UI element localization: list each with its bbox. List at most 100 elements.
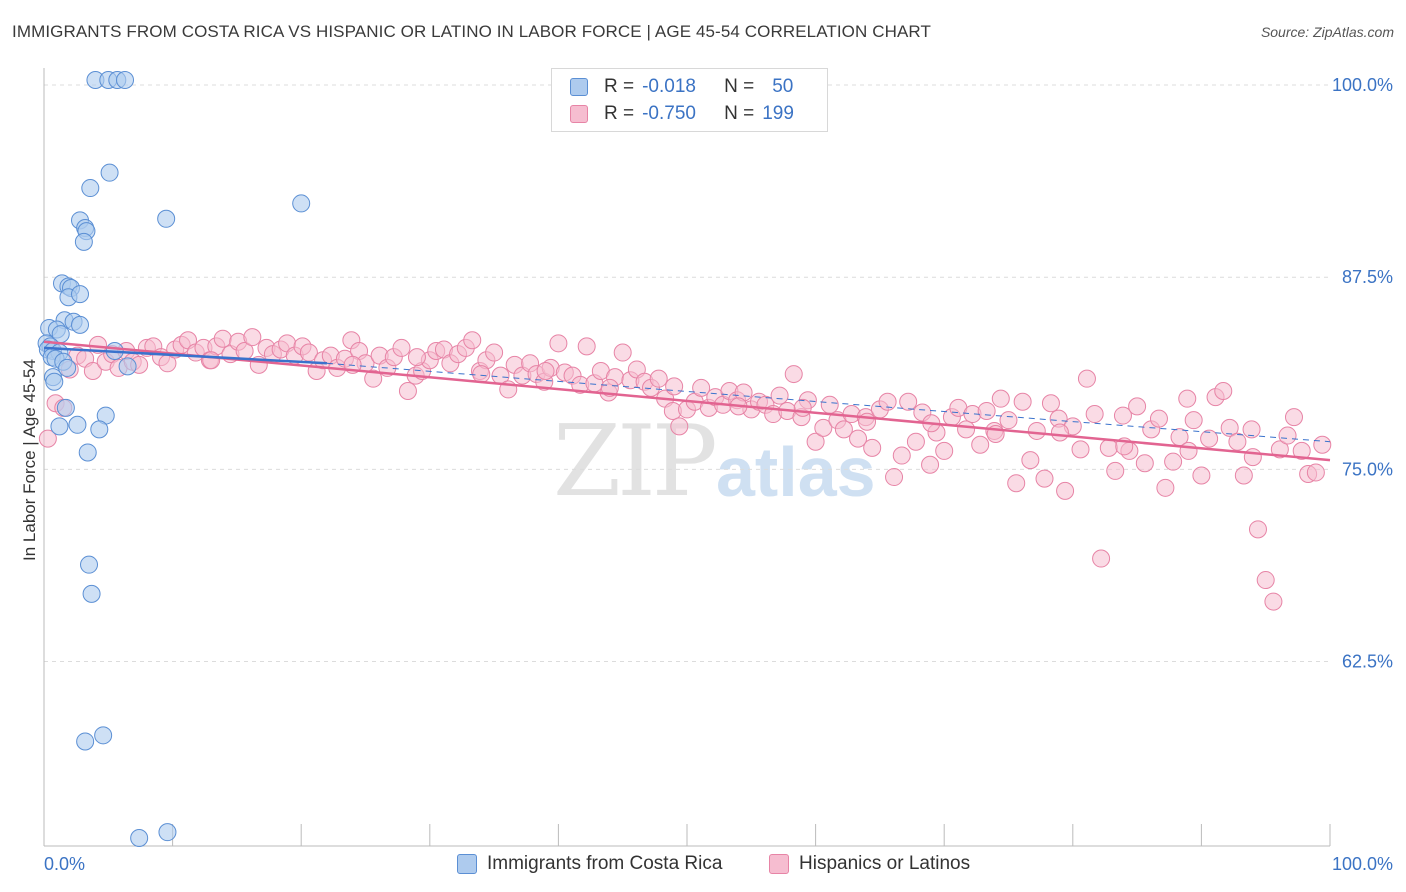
- hispanic-point: [906, 432, 925, 451]
- hispanic-point: [1256, 571, 1275, 590]
- hispanic-point: [299, 343, 318, 362]
- costa-rica-point: [71, 315, 90, 334]
- hispanic-point: [892, 446, 911, 465]
- hispanic-point: [1284, 408, 1303, 427]
- hispanic-point: [834, 420, 853, 439]
- legend-swatch-pink: [570, 105, 588, 123]
- hispanic-point: [1179, 441, 1198, 460]
- bottom-swatch-blue: [457, 854, 477, 874]
- hispanic-point: [1135, 454, 1154, 473]
- hispanic-point: [1056, 481, 1075, 500]
- costa-rica-point: [81, 179, 100, 198]
- legend-n-value: 50: [772, 76, 794, 97]
- bottom-legend-hispanic: Hispanics or Latinos: [769, 852, 970, 876]
- hispanic-point: [398, 381, 417, 400]
- legend-r-label: R =: [604, 103, 635, 124]
- legend-swatch-blue: [570, 78, 588, 96]
- bottom-legend-label: Immigrants from Costa Rica: [487, 853, 723, 874]
- hispanic-point: [1278, 426, 1297, 445]
- hispanic-point: [849, 429, 868, 448]
- hispanic-point: [899, 392, 918, 411]
- hispanic-point: [935, 441, 954, 460]
- hispanic-point: [549, 334, 568, 353]
- hispanic-point: [1313, 435, 1332, 454]
- hispanic-point: [692, 378, 711, 397]
- hispanic-point: [1292, 441, 1311, 460]
- legend-n-value: 199: [762, 103, 794, 124]
- y-tick-label: 75.0%: [1342, 459, 1393, 479]
- costa-rica-point: [68, 415, 87, 434]
- hispanic-point: [202, 351, 221, 370]
- legend-n-label: N =: [724, 103, 755, 124]
- hispanic-point: [1200, 429, 1219, 448]
- hispanic-point: [1106, 461, 1125, 480]
- costa-rica-point: [58, 358, 77, 377]
- costa-rica-point: [71, 285, 90, 304]
- hispanic-point: [649, 369, 668, 388]
- hispanic-point: [665, 377, 684, 396]
- hispanic-point: [472, 365, 491, 384]
- hispanic-point: [1092, 549, 1111, 568]
- hispanic-point: [463, 331, 482, 350]
- hispanic-point: [921, 455, 940, 474]
- hispanic-point: [1184, 411, 1203, 430]
- hispanic-point: [1035, 469, 1054, 488]
- costa-rica-point: [90, 420, 109, 439]
- hispanic-point: [1264, 592, 1283, 611]
- hispanic-point: [1071, 440, 1090, 459]
- hispanic-point: [1007, 474, 1026, 493]
- hispanic-point: [364, 369, 383, 388]
- legend-row-costa-rica: R = -0.018 N = 50: [570, 76, 793, 98]
- hispanic-point: [1050, 423, 1069, 442]
- chart-title: IMMIGRANTS FROM COSTA RICA VS HISPANIC O…: [12, 22, 931, 41]
- y-axis-label: In Labor Force | Age 45-54: [20, 359, 39, 561]
- costa-rica-point: [157, 209, 176, 228]
- costa-rica-point: [78, 443, 97, 462]
- y-tick-label: 100.0%: [1332, 75, 1393, 95]
- hispanic-point: [885, 468, 904, 487]
- hispanic-point: [1041, 394, 1060, 413]
- hispanic-trend-line: [43, 340, 1331, 462]
- hispanic-point: [1220, 418, 1239, 437]
- hispanic-point: [863, 438, 882, 457]
- hispanic-point: [814, 418, 833, 437]
- hispanic-point: [991, 389, 1010, 408]
- hispanic-point: [243, 328, 262, 347]
- hispanic-point: [485, 343, 504, 362]
- hispanic-point: [670, 417, 689, 436]
- hispanic-point: [1128, 397, 1147, 416]
- hispanic-point: [1242, 420, 1261, 439]
- costa-rica-point: [82, 584, 101, 603]
- hispanic-point: [38, 429, 57, 448]
- hispanic-point: [1214, 381, 1233, 400]
- hispanic-point: [1192, 466, 1211, 485]
- hispanic-point: [213, 329, 232, 348]
- legend-r-value: -0.750: [642, 103, 696, 124]
- legend-row-hispanic: R = -0.750 N = 199: [570, 103, 794, 125]
- hispanic-point: [1178, 389, 1197, 408]
- y-tick-label: 87.5%: [1342, 267, 1393, 287]
- hispanic-point: [407, 348, 426, 367]
- hispanic-point: [793, 398, 812, 417]
- hispanic-point: [613, 343, 632, 362]
- costa-rica-point: [130, 829, 149, 847]
- hispanic-point: [1021, 451, 1040, 470]
- bottom-legend-costa-rica: Immigrants from Costa Rica: [457, 852, 722, 876]
- hispanic-point: [770, 386, 789, 405]
- correlation-legend: R = -0.018 N = 50 R = -0.750 N = 199: [551, 68, 828, 132]
- costa-rica-point: [118, 357, 137, 376]
- hispanic-point: [971, 435, 990, 454]
- costa-rica-point: [74, 232, 93, 251]
- hispanic-point: [83, 361, 102, 380]
- hispanic-point: [392, 338, 411, 357]
- costa-rica-point: [56, 398, 75, 417]
- hispanic-point: [1077, 369, 1096, 388]
- hispanic-point: [1228, 432, 1247, 451]
- costa-rica-trend-line: [43, 346, 327, 365]
- hispanic-point: [1243, 448, 1262, 467]
- costa-rica-point: [80, 555, 99, 574]
- hispanic-point: [1113, 406, 1132, 425]
- legend-r-label: R =: [604, 76, 635, 97]
- source-label: Source: ZipAtlas.com: [1260, 24, 1394, 40]
